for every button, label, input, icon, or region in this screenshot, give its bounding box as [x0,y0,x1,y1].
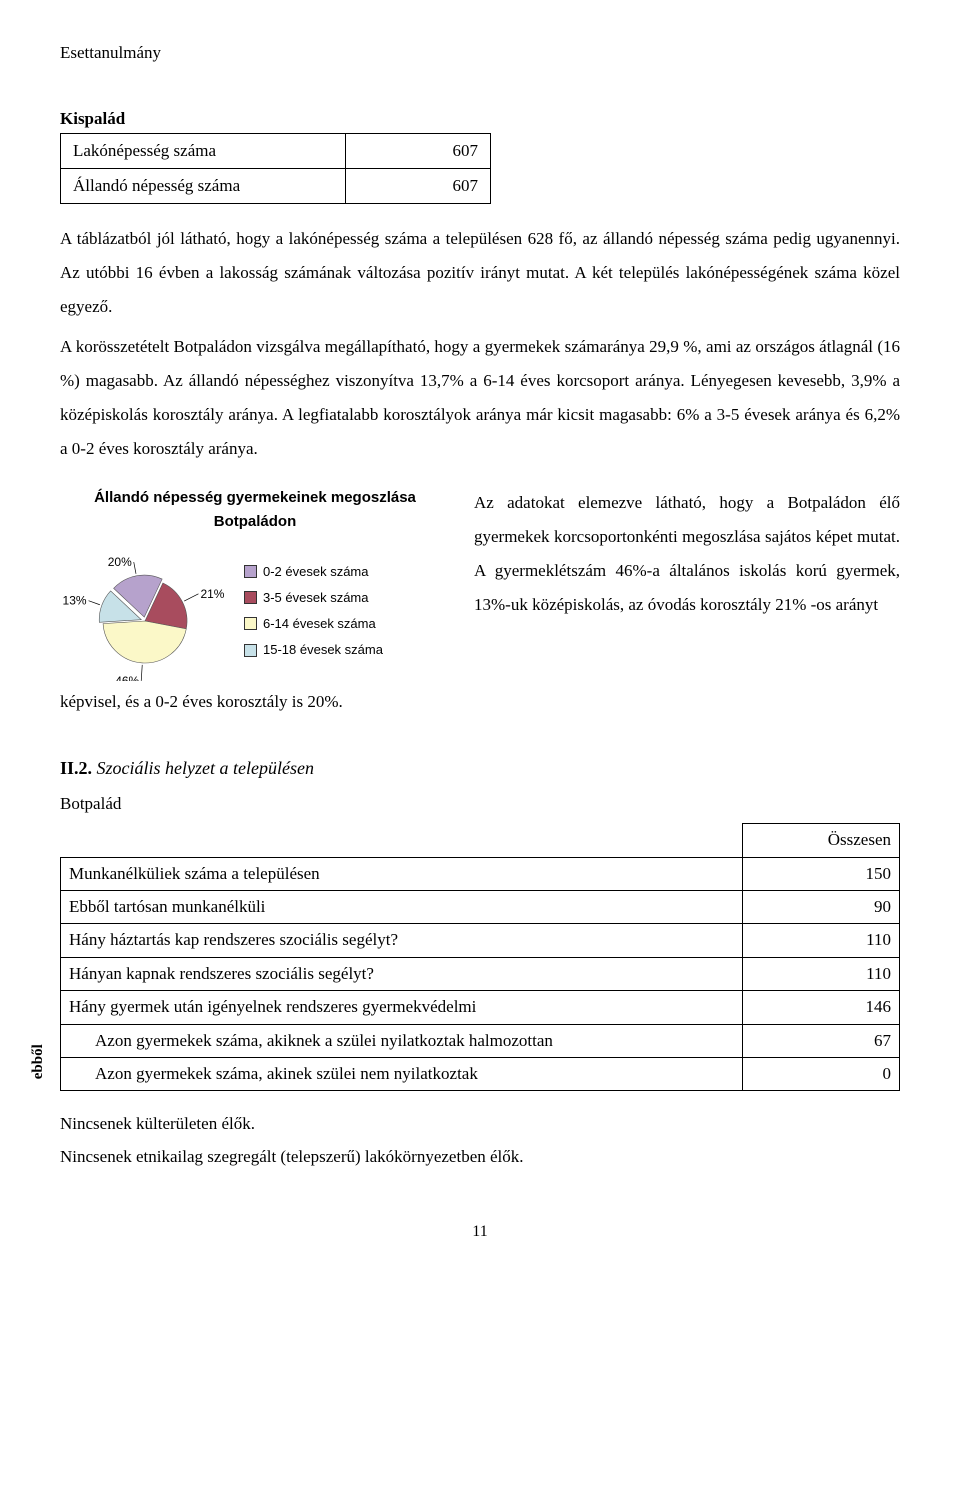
table-cell-value: 150 [743,857,900,890]
social-data-table: Összesen Munkanélküliek száma a települé… [60,823,900,1091]
table-cell-value: 110 [743,957,900,990]
legend-item: 3-5 évesek száma [244,588,383,608]
table-cell-label: Hány gyermek után igényelnek rendszeres … [61,991,743,1024]
table-cell-value: 146 [743,991,900,1024]
pie-slice-label: 21% [200,587,224,601]
top-summary-table: Lakónépesség száma 607 Állandó népesség … [60,133,491,205]
table-cell-value: 90 [743,891,900,924]
table-row: Állandó népesség száma 607 [61,169,491,204]
pie-slice-label: 46% [115,674,139,681]
legend-swatch [244,617,257,630]
table-row: Hány háztartás kap rendszeres szociális … [61,924,900,957]
page-number: 11 [60,1220,900,1245]
table-cell-value: 110 [743,924,900,957]
paragraph: A korösszetételt Botpaládon vizsgálva me… [60,330,900,466]
chart-legend: 0-2 évesek száma 3-5 évesek száma 6-14 éve… [244,556,383,667]
page-header: Esettanulmány [60,40,900,66]
legend-item: 0-2 évesek száma [244,562,383,582]
table-cell-value: 0 [743,1057,900,1090]
legend-item: 6-14 évesek száma [244,614,383,634]
legend-item: 15-18 évesek száma [244,640,383,660]
legend-label: 3-5 évesek száma [263,588,369,608]
table-cell-label: Azon gyermekek száma, akinek szülei nem … [61,1057,743,1090]
top-table-title: Kispalád [60,106,900,132]
table-col-header: Összesen [743,824,900,857]
table-cell-label: Azon gyermekek száma, akiknek a szülei n… [61,1024,743,1057]
footer-line: Nincsenek etnikailag szegregált (telepsz… [60,1144,900,1170]
paragraph: A táblázatból jól látható, hogy a lakóné… [60,222,900,324]
table-cell-value: 607 [346,169,491,204]
data-table-wrap: Összesen Munkanélküliek száma a települé… [60,823,900,1091]
table-header-row: Összesen [61,824,900,857]
table-cell-label: Hány háztartás kap rendszeres szociális … [61,924,743,957]
section-number: II.2. [60,758,92,778]
table-cell-value: 607 [346,133,491,168]
table-cell-label: Állandó népesség száma [61,169,346,204]
pie-chart: 20% 21% 46% 13% [60,541,230,681]
section-title: II.2. Szociális helyzet a településen [60,755,900,783]
indent-group-label: ebből [27,1044,50,1079]
chart-caption: képvisel, és a 0-2 éves korosztály is 20… [60,689,450,715]
table-row: Azon gyermekek száma, akinek szülei nem … [61,1057,900,1090]
pie-slice-label: 20% [108,555,132,569]
legend-swatch [244,644,257,657]
table-cell-label: Lakónépesség száma [61,133,346,168]
pie-chart-box: Állandó népesség gyermekeinek megoszlása… [60,486,450,715]
section-heading: Szociális helyzet a településen [97,758,314,778]
pie-slice [103,621,186,663]
legend-swatch [244,591,257,604]
chart-and-text-row: Állandó népesség gyermekeinek megoszlása… [60,486,900,715]
legend-label: 6-14 évesek száma [263,614,376,634]
table-cell-value: 67 [743,1024,900,1057]
chart-title: Állandó népesség gyermekeinek megoszlása… [60,486,450,533]
table-row: Azon gyermekek száma, akiknek a szülei n… [61,1024,900,1057]
table-row: Hány gyermek után igényelnek rendszeres … [61,991,900,1024]
table-row: Munkanélküliek száma a településen150 [61,857,900,890]
section-subtitle: Botpalád [60,791,900,817]
footer-line: Nincsenek külterületen élők. [60,1111,900,1137]
table-row: Ebből tartósan munkanélküli90 [61,891,900,924]
table-cell-label: Ebből tartósan munkanélküli [61,891,743,924]
table-row: Lakónépesség száma 607 [61,133,491,168]
legend-label: 0-2 évesek száma [263,562,369,582]
pie-slice-label: 13% [63,594,87,608]
side-paragraph: Az adatokat elemezve látható, hogy a Bot… [474,486,900,622]
legend-label: 15-18 évesek száma [263,640,383,660]
table-row: Hányan kapnak rendszeres szociális segél… [61,957,900,990]
table-cell-label: Hányan kapnak rendszeres szociális segél… [61,957,743,990]
legend-swatch [244,565,257,578]
table-cell-label: Munkanélküliek száma a településen [61,857,743,890]
